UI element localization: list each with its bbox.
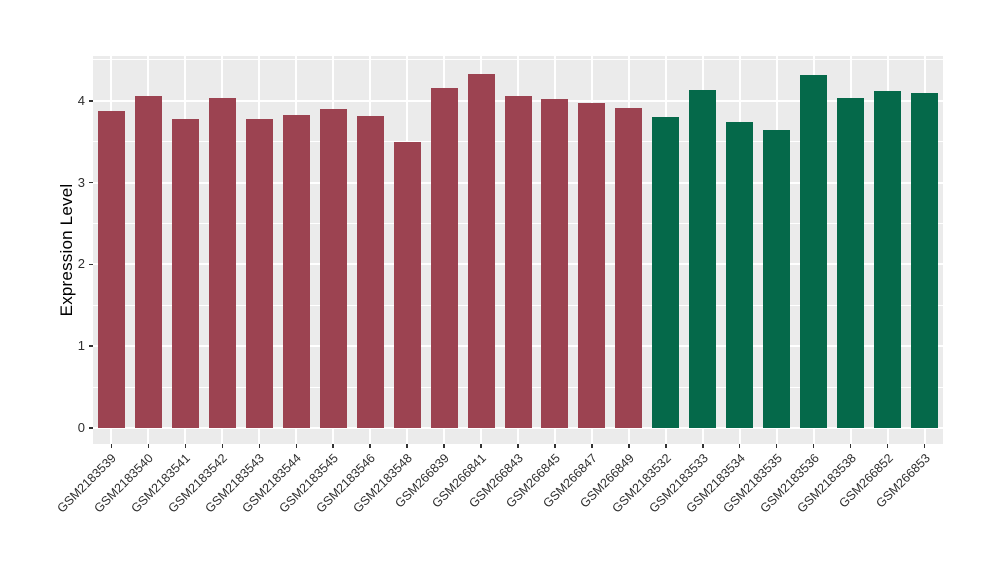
- plot-panel: [93, 56, 943, 444]
- bar-GSM2183545: [319, 108, 347, 428]
- x-tick-mark: [849, 444, 852, 448]
- x-tick-mark: [812, 444, 815, 448]
- x-tick-mark: [295, 444, 297, 448]
- bar-GSM2183546: [356, 116, 384, 428]
- bar-GSM2183543: [245, 118, 273, 428]
- x-tick-mark: [110, 444, 113, 448]
- y-tick-label: 1: [77, 338, 85, 354]
- x-tick-mark: [332, 444, 334, 448]
- y-tick-mark: [89, 345, 93, 347]
- x-tick-mark: [147, 444, 150, 448]
- bar-GSM2183536: [800, 75, 828, 428]
- x-tick-mark: [406, 444, 408, 448]
- x-tick-mark: [443, 444, 445, 448]
- y-tick-mark: [89, 263, 93, 266]
- x-tick-mark: [702, 444, 704, 448]
- bar-GSM266853: [911, 93, 939, 428]
- bar-GSM266847: [578, 103, 606, 428]
- x-tick-mark: [886, 444, 889, 448]
- x-tick-mark: [775, 444, 778, 448]
- x-tick-mark: [369, 444, 371, 448]
- bar-GSM2183533: [689, 90, 717, 428]
- bar-GSM2183538: [837, 98, 865, 428]
- y-tick-mark: [89, 427, 93, 429]
- y-tick-label: 2: [77, 256, 85, 272]
- bar-GSM2183532: [652, 117, 680, 428]
- x-tick-mark: [923, 444, 926, 448]
- bar-GSM266845: [541, 99, 569, 428]
- x-tick-mark: [480, 444, 482, 448]
- bar-GSM266839: [430, 87, 458, 428]
- x-tick-mark: [738, 444, 741, 448]
- bar-GSM2183541: [171, 118, 199, 428]
- bar-GSM2183542: [208, 98, 236, 428]
- bar-GSM266841: [467, 73, 495, 428]
- y-tick-label: 3: [77, 174, 85, 190]
- x-tick-mark: [258, 444, 261, 448]
- bar-GSM266852: [874, 90, 902, 428]
- bar-GSM2183544: [282, 114, 310, 428]
- x-tick-mark: [554, 444, 556, 448]
- bar-GSM2183534: [726, 122, 754, 428]
- x-tick-mark: [628, 444, 630, 448]
- bar-GSM2183539: [97, 111, 125, 428]
- bar-GSM266849: [615, 108, 643, 428]
- bar-GSM2183548: [393, 141, 421, 428]
- x-tick-mark: [184, 444, 187, 448]
- x-tick-mark: [221, 444, 224, 448]
- y-axis-title: Expression Level: [57, 183, 76, 317]
- y-tick-label: 0: [77, 420, 85, 435]
- x-tick-mark: [517, 444, 519, 448]
- bar-GSM266843: [504, 95, 532, 428]
- y-tick-mark: [89, 100, 93, 102]
- y-tick-mark: [89, 181, 93, 184]
- bar-GSM2183540: [134, 95, 162, 428]
- bar-GSM2183535: [763, 130, 791, 428]
- x-tick-mark: [665, 444, 667, 448]
- x-tick-mark: [591, 444, 593, 448]
- y-tick-label: 4: [77, 92, 85, 108]
